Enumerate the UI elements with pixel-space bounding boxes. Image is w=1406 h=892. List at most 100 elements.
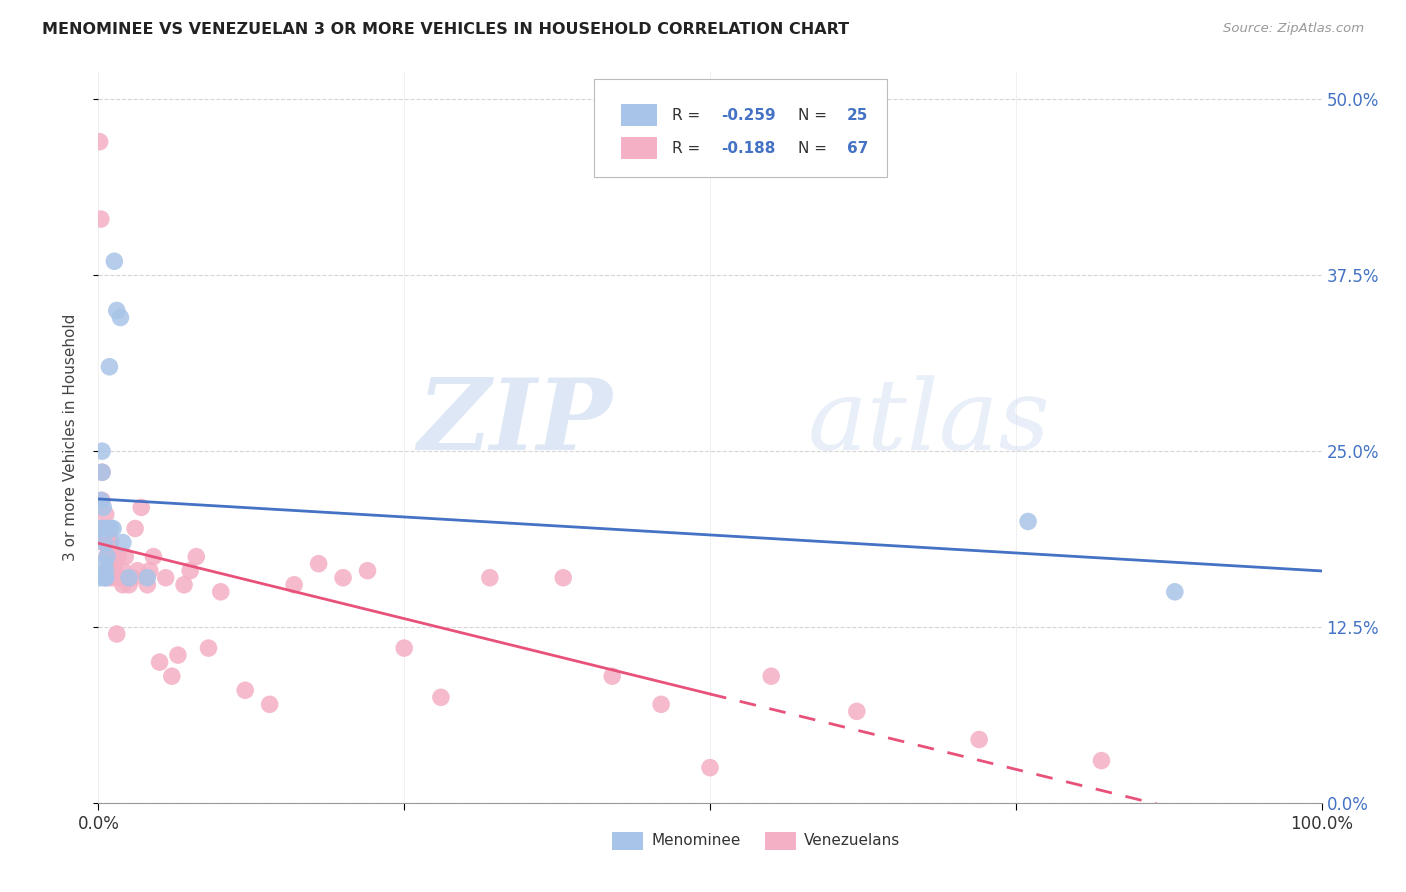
- Point: [283, 578, 305, 592]
- Point: [110, 310, 132, 325]
- Point: [96, 549, 118, 564]
- Point: [100, 535, 122, 549]
- Point: [100, 521, 122, 535]
- Point: [96, 535, 118, 549]
- Point: [761, 669, 783, 683]
- Point: [101, 521, 124, 535]
- Point: [392, 641, 416, 656]
- Point: [142, 549, 165, 564]
- Point: [96, 521, 118, 535]
- Y-axis label: 3 or more Vehicles in Household: 3 or more Vehicles in Household: [63, 313, 77, 561]
- Point: [91, 493, 114, 508]
- Point: [94, 521, 117, 535]
- Point: [167, 648, 190, 662]
- Point: [600, 669, 623, 683]
- FancyBboxPatch shape: [612, 832, 643, 850]
- Point: [91, 465, 114, 479]
- Point: [104, 549, 127, 564]
- Point: [173, 578, 195, 592]
- Point: [110, 571, 132, 585]
- Point: [91, 521, 114, 535]
- Point: [94, 564, 117, 578]
- Point: [967, 732, 990, 747]
- Point: [105, 627, 128, 641]
- Point: [118, 571, 141, 585]
- FancyBboxPatch shape: [620, 104, 658, 127]
- Point: [90, 493, 112, 508]
- Point: [89, 135, 111, 149]
- Point: [93, 557, 115, 571]
- Text: -0.259: -0.259: [721, 108, 776, 123]
- Point: [91, 465, 114, 479]
- Point: [98, 359, 121, 374]
- Text: 25: 25: [846, 108, 869, 123]
- Point: [111, 564, 134, 578]
- Point: [100, 557, 122, 571]
- FancyBboxPatch shape: [593, 78, 887, 178]
- Point: [103, 557, 125, 571]
- Point: [149, 655, 172, 669]
- Point: [124, 521, 146, 535]
- Point: [111, 578, 134, 592]
- Text: R =: R =: [672, 141, 706, 156]
- Point: [139, 564, 162, 578]
- Point: [478, 571, 501, 585]
- Point: [259, 698, 281, 712]
- Point: [91, 535, 114, 549]
- Point: [845, 705, 868, 719]
- Point: [94, 508, 117, 522]
- Point: [89, 571, 111, 585]
- Text: Venezuelans: Venezuelans: [804, 833, 900, 848]
- Text: atlas: atlas: [808, 375, 1050, 470]
- Point: [332, 571, 354, 585]
- Point: [650, 698, 672, 712]
- Text: N =: N =: [799, 141, 832, 156]
- Point: [98, 564, 121, 578]
- Point: [233, 683, 256, 698]
- Point: [197, 641, 219, 656]
- Point: [127, 564, 149, 578]
- Point: [107, 549, 129, 564]
- Point: [96, 549, 118, 564]
- Text: Source: ZipAtlas.com: Source: ZipAtlas.com: [1223, 22, 1364, 36]
- Point: [699, 761, 721, 775]
- Point: [97, 528, 120, 542]
- Point: [430, 690, 453, 705]
- Point: [1090, 754, 1112, 768]
- Point: [179, 564, 201, 578]
- Point: [155, 571, 177, 585]
- Point: [93, 571, 115, 585]
- FancyBboxPatch shape: [765, 832, 796, 850]
- Point: [91, 521, 114, 535]
- Text: MENOMINEE VS VENEZUELAN 3 OR MORE VEHICLES IN HOUSEHOLD CORRELATION CHART: MENOMINEE VS VENEZUELAN 3 OR MORE VEHICL…: [42, 22, 849, 37]
- Text: Menominee: Menominee: [651, 833, 741, 848]
- Point: [114, 549, 136, 564]
- Text: ZIP: ZIP: [418, 375, 612, 471]
- Point: [111, 535, 134, 549]
- Text: -0.188: -0.188: [721, 141, 776, 156]
- FancyBboxPatch shape: [620, 137, 658, 159]
- Point: [356, 564, 378, 578]
- Text: R =: R =: [672, 108, 706, 123]
- Text: 67: 67: [846, 141, 869, 156]
- Point: [308, 557, 330, 571]
- Point: [103, 564, 125, 578]
- Point: [100, 549, 122, 564]
- Point: [93, 535, 115, 549]
- Point: [89, 521, 111, 535]
- Point: [91, 444, 114, 458]
- Point: [94, 535, 117, 549]
- Text: N =: N =: [799, 108, 832, 123]
- Point: [121, 571, 143, 585]
- Point: [97, 564, 120, 578]
- Point: [103, 254, 125, 268]
- Point: [129, 500, 152, 515]
- Point: [97, 549, 120, 564]
- Point: [209, 584, 232, 599]
- Point: [97, 521, 120, 535]
- Point: [98, 571, 121, 585]
- Point: [136, 578, 159, 592]
- Point: [136, 571, 159, 585]
- Point: [93, 535, 115, 549]
- Point: [94, 571, 117, 585]
